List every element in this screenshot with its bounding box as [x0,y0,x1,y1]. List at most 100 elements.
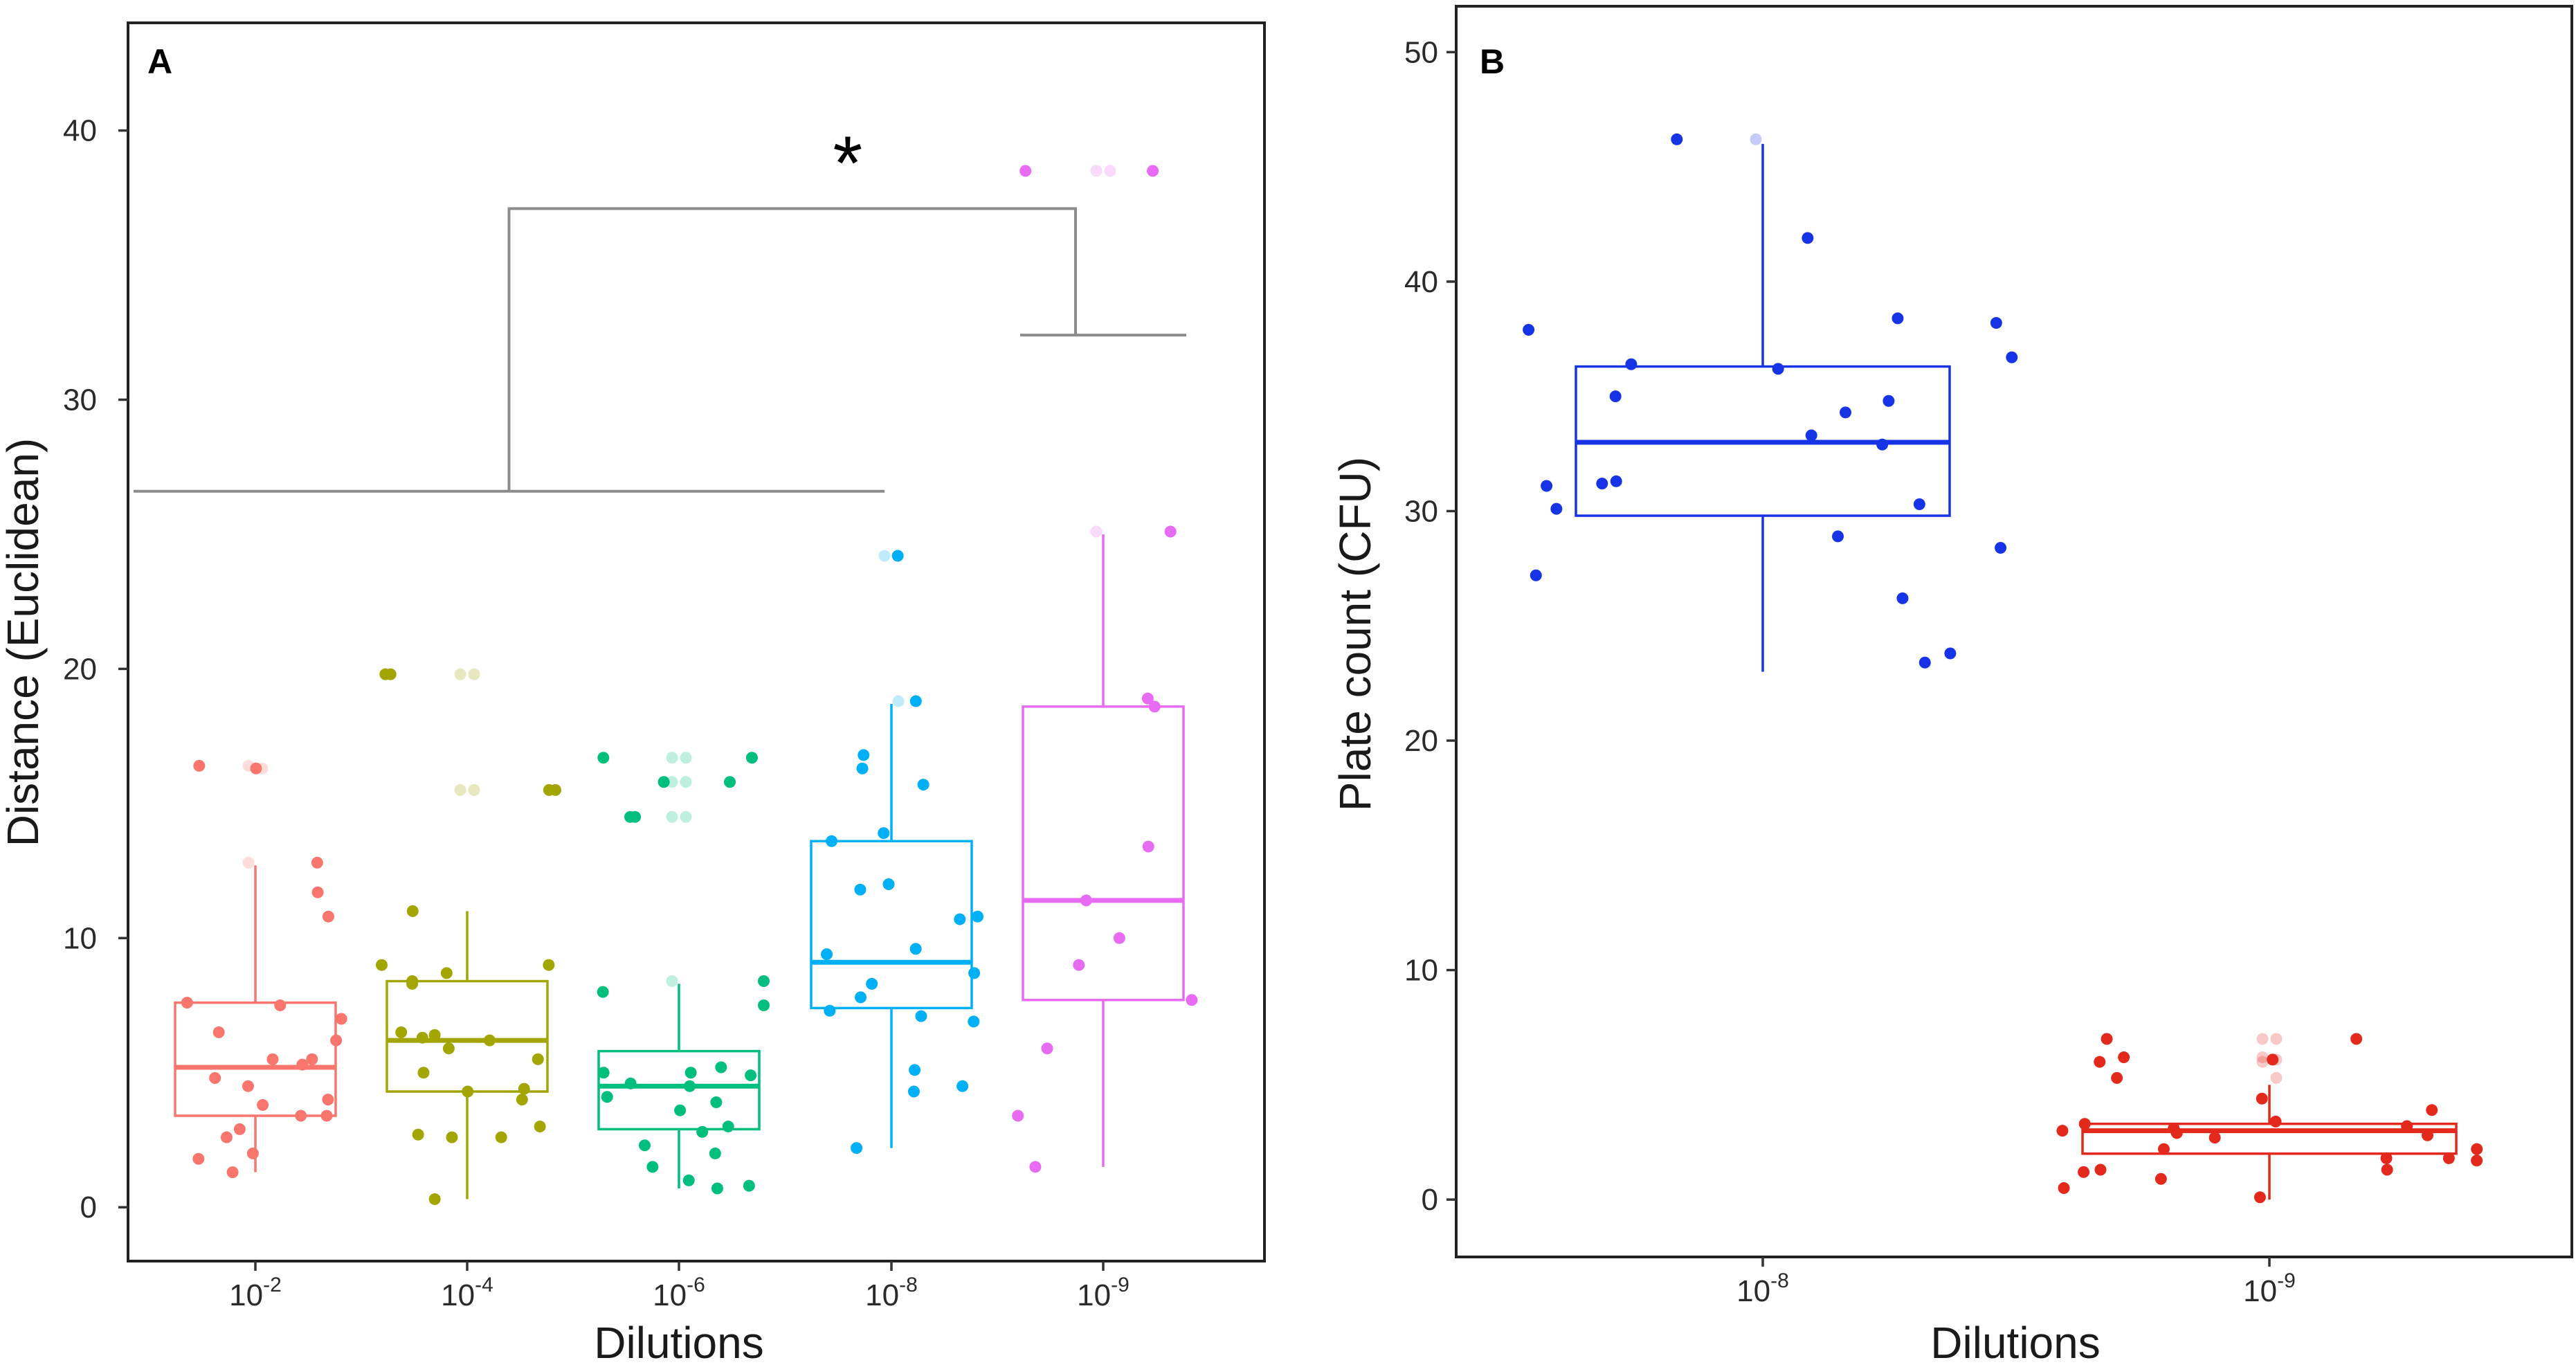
data-point [1883,395,1895,407]
data-point [1080,894,1092,907]
data-point [274,999,287,1012]
data-point [597,986,609,998]
outlier-point [1090,165,1103,177]
outlier-point [892,695,905,707]
outlier-point [878,550,891,562]
outlier-point [2256,1051,2269,1064]
data-point [495,1131,507,1143]
data-point [1671,133,1683,145]
panel-b-label: B [1480,42,1505,81]
data-point [2256,1092,2268,1105]
box-iqr [597,1049,761,1131]
outlier-point [680,752,692,764]
data-point [909,943,922,955]
data-point [2267,1053,2279,1066]
outlier-point [2256,1033,2269,1045]
data-point [758,999,770,1012]
y-tick-label: 20 [1404,724,1438,758]
data-point [684,1067,697,1079]
data-point [709,1147,721,1159]
data-point [395,1026,408,1038]
data-point [710,1096,723,1109]
data-point [2155,1173,2167,1185]
data-point [743,1179,755,1192]
data-point [858,749,870,761]
data-point [322,1094,334,1106]
panel-a-boxes [174,534,1185,1199]
x-tick-exponent: -2 [263,1274,282,1296]
x-tick-exponent: -6 [687,1274,705,1296]
data-point [446,1131,458,1143]
data-point [483,1034,496,1047]
data-point [657,776,670,788]
data-point [1944,647,1957,660]
data-point [891,550,904,562]
data-point [1523,323,1535,336]
panel-b-y-ticks: 0 10 20 30 40 50 [1404,35,1456,1217]
outlier-point [1104,165,1116,177]
data-point [2078,1118,2091,1130]
data-point [1596,478,1608,490]
data-point [1012,1110,1024,1122]
data-point [724,776,736,788]
outlier-point [1750,133,1762,145]
data-point [2056,1125,2069,1137]
x-tick-base: 10 [229,1278,263,1312]
outlier-point [2270,1033,2283,1045]
y-tick-label: 20 [63,652,97,686]
data-point [462,1085,474,1098]
significance-bracket: * [134,120,1186,493]
x-tick-base: 10 [1077,1278,1111,1312]
data-point [192,1152,205,1165]
data-point [2401,1120,2413,1132]
data-point [2253,1191,2266,1204]
box-iqr [386,979,549,1093]
data-point [878,827,890,840]
outlier-point [666,975,678,988]
data-point [745,752,758,764]
data-point [758,975,770,988]
data-point [1840,406,1852,419]
bracket-connector [507,207,1077,491]
data-point [1530,569,1542,581]
data-point [335,1013,347,1025]
data-point [711,1182,723,1195]
data-point [412,1128,424,1141]
data-point [322,910,334,923]
data-point [406,905,419,917]
data-point [854,883,867,896]
data-point [1186,994,1198,1006]
data-point [1805,429,1817,442]
x-tick-label: 10-9 [2243,1269,2296,1308]
y-tick-label: 10 [1404,954,1438,988]
y-tick-label: 30 [63,383,97,417]
data-point [1990,317,2002,329]
x-tick-label: 10-8 [865,1274,918,1312]
outlier-point [680,811,692,823]
panel-b-boxes [1575,143,2458,1200]
outlier-point [1090,525,1103,538]
panel-a-x-axis-title: Dilutions [594,1318,763,1367]
data-point [1019,165,1032,177]
data-point [1113,932,1125,944]
data-point [915,1010,927,1022]
panel-b-y-axis-title: Plate count (CFU) [1330,457,1380,811]
outlier-point [666,752,678,764]
data-point [306,1053,318,1065]
data-point [696,1125,709,1138]
data-point [2208,1132,2221,1144]
data-point [295,1110,307,1122]
data-point [745,1069,757,1082]
outlier-point [2256,1056,2269,1068]
x-tick-base: 10 [2243,1274,2277,1308]
data-point [907,1085,920,1098]
box-iqr [2081,1122,2458,1155]
data-point [2269,1115,2282,1128]
data-point [882,878,895,891]
y-tick-label: 40 [1404,265,1438,299]
data-point [518,1083,530,1095]
data-point [532,1053,544,1065]
x-tick-label: 10-8 [1736,1269,1789,1308]
